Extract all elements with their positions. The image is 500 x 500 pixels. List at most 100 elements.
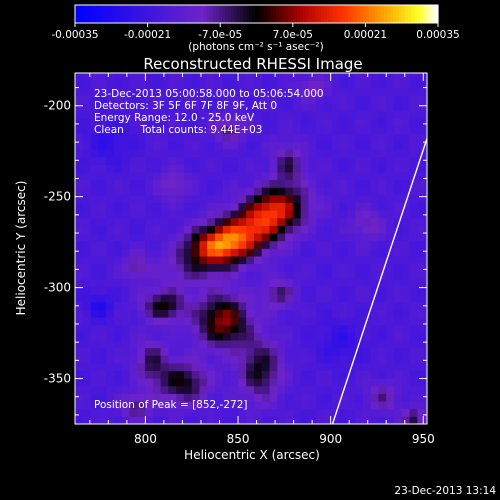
heatmap-cell <box>323 194 333 203</box>
heatmap-cell <box>238 233 247 242</box>
heatmap-cell <box>253 370 263 379</box>
heatmap-cell <box>222 225 232 234</box>
heatmap-cell <box>152 103 162 112</box>
heatmap-cell <box>300 179 309 188</box>
heatmap-cell <box>355 217 364 226</box>
heatmap-cell <box>215 87 224 97</box>
heatmap-cell <box>137 210 146 219</box>
heatmap-cell <box>331 141 341 150</box>
heatmap-cell <box>183 240 193 249</box>
heatmap-cell <box>160 133 169 142</box>
heatmap-cell <box>129 141 138 150</box>
heatmap-cell <box>168 149 177 158</box>
heatmap-cell <box>215 401 224 410</box>
heatmap-cell <box>152 263 162 272</box>
heatmap-cell <box>113 126 123 135</box>
heatmap-cell <box>300 339 309 349</box>
heatmap-cell <box>401 194 411 203</box>
heatmap-cell <box>246 278 255 288</box>
heatmap-cell <box>90 103 99 112</box>
heatmap-cell <box>238 141 247 150</box>
heatmap-cell <box>300 87 309 97</box>
colorbar-cell <box>309 5 313 23</box>
heatmap-cell <box>425 133 427 142</box>
heatmap-cell <box>339 286 348 295</box>
heatmap-cell <box>176 217 185 226</box>
heatmap-cell <box>160 171 169 181</box>
heatmap-cell <box>176 126 185 135</box>
heatmap-cell <box>199 255 208 265</box>
heatmap-cell <box>347 301 356 310</box>
heatmap-cell <box>425 141 427 150</box>
heatmap-cell <box>370 156 379 165</box>
heatmap-cell <box>425 164 427 173</box>
heatmap-cell <box>152 286 162 295</box>
heatmap-cell <box>176 339 185 349</box>
heatmap-cell <box>285 118 294 127</box>
heatmap-cell <box>152 401 162 410</box>
heatmap-cell <box>285 255 294 265</box>
heatmap-cell <box>378 118 387 127</box>
heatmap-cell <box>401 118 411 127</box>
heatmap-cell <box>253 210 263 219</box>
heatmap-cell <box>246 80 255 89</box>
heatmap-cell <box>323 271 333 280</box>
heatmap-cell <box>199 194 208 203</box>
heatmap-cell <box>215 210 224 219</box>
heatmap-cell <box>199 294 208 303</box>
heatmap-cell <box>316 156 325 165</box>
heatmap-cell <box>230 194 239 203</box>
heatmap-cell <box>386 210 395 219</box>
heatmap-cell <box>401 286 411 295</box>
heatmap-cell <box>269 347 278 356</box>
heatmap-cell <box>183 95 193 104</box>
heatmap-cell <box>129 133 138 142</box>
heatmap-cell <box>316 210 325 219</box>
heatmap-cell <box>378 225 387 234</box>
heatmap-cell <box>409 362 418 372</box>
heatmap-cell <box>207 347 216 356</box>
heatmap-cell <box>82 317 92 326</box>
heatmap-cell <box>253 171 263 181</box>
colorbar-cell <box>357 5 361 23</box>
heatmap-cell <box>409 240 418 249</box>
heatmap-cell <box>253 149 263 158</box>
heatmap-cell <box>355 416 364 424</box>
heatmap-cell <box>339 347 348 356</box>
heatmap-cell <box>401 393 411 402</box>
heatmap-cell <box>347 202 356 211</box>
heatmap-cell <box>199 233 208 242</box>
heatmap-cell <box>253 362 263 372</box>
heatmap-cell <box>106 171 115 181</box>
heatmap-cell <box>121 255 130 265</box>
heatmap-cell <box>183 401 193 410</box>
heatmap-cell <box>137 103 146 112</box>
heatmap-cell <box>246 355 255 364</box>
heatmap-cell <box>409 317 418 326</box>
heatmap-cell <box>417 217 426 226</box>
heatmap-cell <box>386 156 395 165</box>
heatmap-cell <box>394 217 403 226</box>
heatmap-cell <box>292 339 302 349</box>
heatmap-cell <box>215 248 224 257</box>
heatmap-cell <box>339 317 348 326</box>
heatmap-cell <box>129 355 138 364</box>
heatmap-cell <box>316 294 325 303</box>
heatmap-cell <box>285 370 294 379</box>
heatmap-cell <box>378 378 387 387</box>
heatmap-cell <box>145 164 154 173</box>
heatmap-cell <box>277 187 286 196</box>
heatmap-cell <box>160 263 169 272</box>
heatmap-cell <box>370 263 379 272</box>
heatmap-cell <box>199 156 208 165</box>
heatmap-cell <box>246 141 255 150</box>
heatmap-cell <box>113 324 123 333</box>
heatmap-cell <box>75 179 84 188</box>
heatmap-cell <box>207 95 216 104</box>
heatmap-cell <box>355 378 364 387</box>
heatmap-cell <box>82 126 92 135</box>
heatmap-cell <box>370 408 379 417</box>
heatmap-cell <box>137 233 146 242</box>
heatmap-cell <box>215 317 224 326</box>
heatmap-cell <box>98 362 107 372</box>
